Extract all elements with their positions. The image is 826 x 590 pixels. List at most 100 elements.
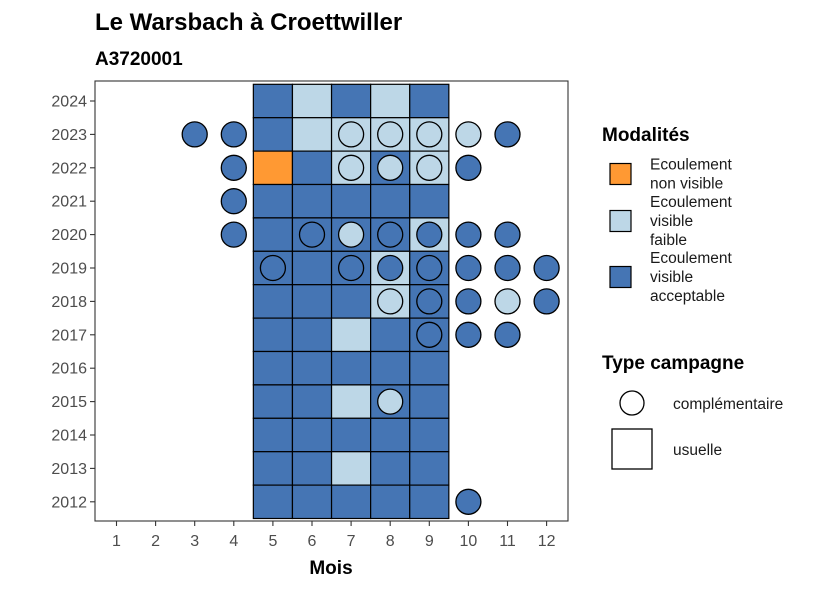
usuelle-tile — [409, 417, 450, 453]
complementaire-point — [455, 221, 482, 248]
complementaire-point — [494, 321, 521, 348]
usuelle-tile — [330, 417, 372, 453]
complementaire-point — [377, 221, 404, 248]
complementaire-point — [455, 321, 482, 348]
complementaire-point — [533, 254, 560, 282]
complementaire-points — [181, 121, 560, 515]
y-tick-label: 2024 — [51, 94, 87, 111]
usuelle-tile — [370, 484, 411, 520]
complementaire-point — [455, 254, 482, 282]
x-tick-label: 3 — [190, 533, 199, 550]
x-axis-title: Mois — [309, 558, 352, 579]
usuelle-tile — [330, 451, 372, 486]
usuelle-tile — [291, 284, 333, 319]
complementaire-point — [259, 254, 287, 282]
y-tick-label: 2022 — [51, 160, 87, 177]
complementaire-point — [181, 121, 208, 148]
x-tick-label: 4 — [229, 533, 238, 550]
usuelle-tile — [252, 284, 294, 319]
usuelle-tile — [291, 350, 333, 386]
usuelle-tile — [330, 350, 372, 386]
complementaire-point — [337, 254, 365, 282]
usuelle-tile — [291, 417, 333, 453]
complementaire-point — [416, 288, 443, 315]
legend-key-acceptable — [609, 265, 632, 289]
axes: 1 2 3 4 5 6 7 8 9 10 11 122012201320142015201620172… — [51, 94, 555, 551]
y-tick-label: 2012 — [51, 494, 87, 511]
usuelle-tile — [291, 451, 333, 486]
y-tick-label: 2017 — [51, 327, 87, 344]
legend-label-non_visible: non visible — [650, 176, 723, 193]
usuelle-tile — [370, 317, 411, 353]
usuelle-tile — [330, 484, 372, 520]
legend-label-acceptable: Ecoulement — [650, 250, 733, 267]
legend-label-faible: faible — [650, 232, 687, 249]
complementaire-point — [416, 121, 443, 148]
usuelle-tile — [291, 117, 333, 152]
x-tick-label: 6 — [308, 533, 317, 550]
legend-key-non_visible — [609, 162, 632, 186]
usuelle-tile — [409, 83, 450, 119]
legend-label-faible: visible — [650, 213, 693, 230]
complementaire-point — [494, 221, 521, 248]
legend-type-label: usuelle — [673, 442, 722, 459]
usuelle-tile — [291, 150, 333, 186]
legend-type-label: complémentaire — [673, 396, 783, 413]
usuelle-tile — [291, 250, 333, 286]
usuelle-tile — [291, 183, 333, 219]
y-tick-label: 2023 — [51, 127, 87, 144]
y-tick-label: 2015 — [51, 394, 87, 411]
complementaire-point — [298, 221, 326, 248]
usuelle-tile — [291, 484, 333, 520]
usuelle-tile — [252, 117, 294, 152]
legend-modalites-title: Modalités — [602, 125, 690, 146]
usuelle-tile — [252, 83, 294, 119]
usuelle-tile — [291, 317, 333, 353]
complementaire-point — [377, 388, 404, 415]
complementaire-point — [220, 121, 247, 148]
usuelle-tile — [409, 350, 450, 386]
usuelle-tile — [370, 183, 411, 219]
usuelle-tile — [409, 183, 450, 219]
usuelle-tile — [252, 150, 294, 186]
usuelle-tile — [409, 451, 450, 486]
complementaire-point — [455, 121, 482, 148]
x-tick-label: 2 — [151, 533, 160, 550]
usuelle-tile — [291, 384, 333, 419]
usuelle-tile — [252, 384, 294, 419]
legend-type-title: Type campagne — [602, 353, 744, 374]
legend-type-campagne: complémentaire usuelle — [611, 390, 783, 470]
complementaire-point — [377, 121, 404, 148]
usuelle-tile — [330, 183, 372, 219]
complementaire-point — [377, 154, 404, 181]
usuelle-tile — [252, 417, 294, 453]
complementaire-point — [337, 154, 365, 181]
complementaire-point — [533, 288, 560, 315]
x-tick-label: 12 — [538, 533, 556, 550]
y-tick-label: 2019 — [51, 261, 87, 278]
usuelle-tile — [252, 350, 294, 386]
legend-circle-key — [619, 390, 645, 416]
usuelle-tile — [370, 417, 411, 453]
usuelle-tile — [370, 83, 411, 119]
complementaire-point — [416, 254, 443, 282]
usuelle-tile — [409, 484, 450, 520]
complementaire-point — [220, 188, 247, 215]
usuelle-tile — [330, 317, 372, 353]
complementaire-point — [416, 321, 443, 348]
complementaire-point — [455, 288, 482, 315]
usuelle-tile — [330, 284, 372, 319]
complementaire-point — [494, 254, 521, 282]
usuelle-tile — [330, 384, 372, 419]
x-tick-label: 11 — [499, 533, 516, 550]
x-tick-label: 7 — [347, 533, 356, 550]
usuelle-tile — [409, 384, 450, 419]
complementaire-point — [337, 121, 365, 148]
legend-label-faible: Ecoulement — [650, 194, 733, 211]
complementaire-point — [416, 221, 443, 248]
y-tick-label: 2016 — [51, 361, 87, 378]
legend-label-acceptable: visible — [650, 269, 693, 286]
usuelle-tile — [252, 217, 294, 252]
